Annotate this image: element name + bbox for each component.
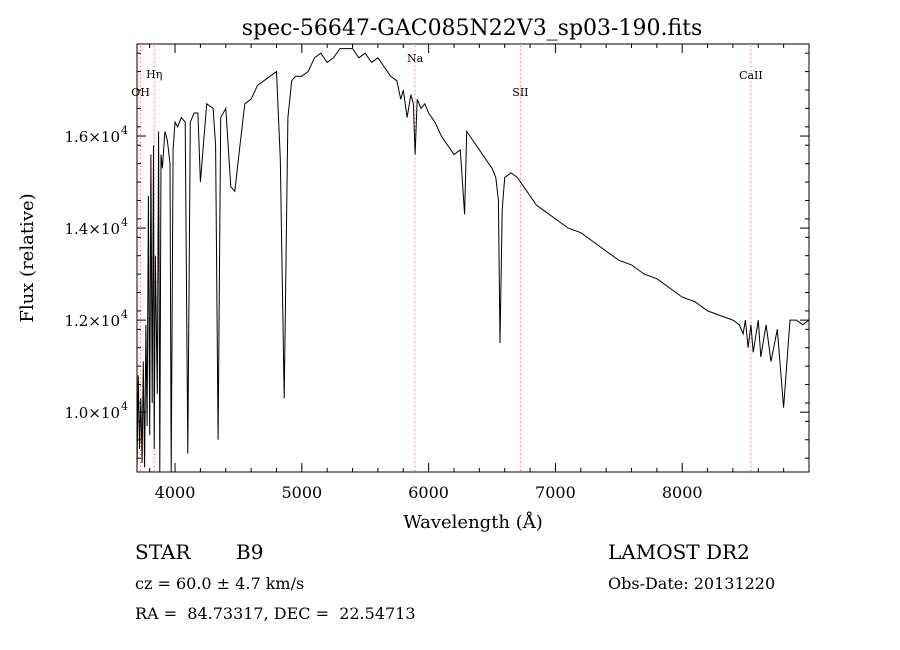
chart-title: spec-56647-GAC085N22V3_sp03-190.fits — [242, 16, 703, 41]
line-marker-label: Hη — [146, 68, 162, 81]
y-tick-exponent: 4 — [121, 308, 128, 321]
x-tick-label: 6000 — [408, 483, 449, 502]
line-marker-label: CaII — [739, 69, 763, 82]
y-tick-label: 1.6×10 — [64, 128, 120, 146]
plot-frame — [136, 43, 810, 473]
y-tick-label: 1.4×10 — [64, 220, 120, 238]
obs-date: Obs-Date: 20131220 — [608, 574, 776, 593]
y-tick-exponent: 4 — [121, 216, 128, 229]
y-axis-label: Flux (relative) — [17, 193, 38, 322]
class-label: STAR — [135, 540, 191, 564]
y-tick-exponent: 4 — [121, 400, 128, 413]
cz-readout: cz = 60.0 ± 4.7 km/s — [135, 574, 305, 593]
survey-label: LAMOST DR2 — [608, 540, 750, 564]
x-tick-label: 5000 — [281, 483, 322, 502]
subclass-label: B9 — [236, 540, 264, 564]
coordinates-readout: RA = 84.73317, DEC = 22.54713 — [135, 604, 416, 623]
x-axis-label: Wavelength (Å) — [403, 511, 543, 533]
spectrum-series-line — [136, 48, 810, 473]
x-tick-label: 8000 — [662, 483, 703, 502]
y-tick-label: 1.2×10 — [64, 312, 120, 330]
line-marker-label: SII — [512, 86, 528, 99]
y-tick-exponent: 4 — [121, 124, 128, 137]
y-tick-label: 1.0×10 — [64, 404, 120, 422]
x-tick-label: 4000 — [155, 483, 196, 502]
line-marker-label: OH — [131, 86, 150, 99]
line-marker-label: Na — [407, 52, 424, 65]
x-tick-label: 7000 — [535, 483, 576, 502]
